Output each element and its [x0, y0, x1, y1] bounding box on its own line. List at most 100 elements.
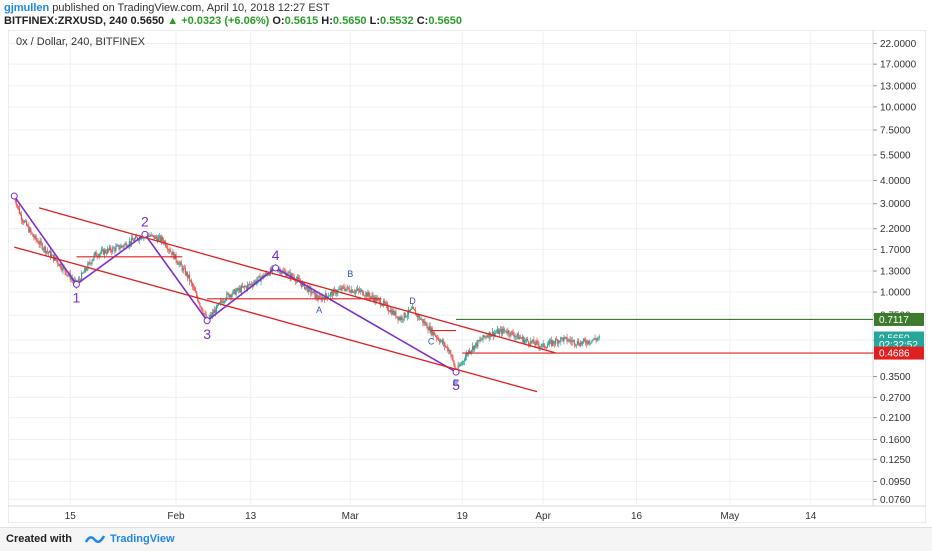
candle-body: [431, 327, 433, 335]
candle-body: [224, 300, 226, 302]
symbol-label: BITFINEX:ZRXUSD, 240: [4, 15, 128, 27]
candle-body: [132, 240, 135, 242]
y-tick-label: 0.1600: [880, 435, 911, 446]
candle-body: [491, 331, 493, 336]
wave-label: 3: [203, 326, 211, 342]
candle-body: [573, 340, 575, 345]
candle-body: [185, 272, 187, 275]
candle-body: [106, 248, 109, 254]
candle-body: [570, 340, 572, 342]
candle-body: [184, 268, 186, 275]
candle-body: [239, 288, 241, 292]
y-tick-label: 1.3000: [880, 266, 911, 277]
candle-body: [536, 341, 538, 342]
low-label: L:: [369, 15, 381, 27]
candle-body: [493, 333, 496, 337]
candle-body: [338, 289, 340, 291]
tradingview-brand-link[interactable]: TradingView: [110, 533, 175, 545]
tradingview-logo-icon: [84, 535, 106, 544]
up-arrow-icon: ▲: [167, 15, 179, 27]
candle-body: [89, 262, 91, 264]
candle-body: [385, 303, 388, 305]
candle-body: [354, 290, 357, 293]
candle-body: [31, 232, 33, 234]
candle-body: [56, 260, 58, 262]
candle-body: [530, 340, 532, 345]
candle-body: [352, 292, 354, 293]
candle-body: [45, 250, 47, 253]
candle-body: [373, 297, 375, 302]
candle-body: [180, 262, 182, 266]
candle-body: [400, 316, 402, 321]
candle-body: [117, 245, 119, 247]
candle-body: [314, 291, 316, 298]
wave-line: [13, 195, 457, 373]
candle-body: [339, 288, 341, 290]
candle-body: [147, 235, 149, 237]
candle-body: [109, 247, 111, 250]
candle-body: [515, 336, 517, 337]
candle-body: [531, 340, 533, 343]
candle-body: [495, 332, 498, 334]
candle-body: [396, 316, 398, 318]
candle-body: [83, 272, 85, 274]
candle-body: [105, 252, 108, 254]
candle-body: [82, 272, 84, 274]
candle-body: [304, 282, 306, 290]
candle-body: [30, 228, 32, 233]
candle-body: [158, 236, 161, 238]
candle-body: [335, 289, 337, 295]
candle-body: [541, 344, 543, 347]
correction-label: C: [428, 337, 435, 347]
candle-body: [347, 286, 349, 289]
candle-body: [86, 269, 88, 271]
open-label: O:: [272, 15, 285, 27]
candle-body: [61, 268, 63, 271]
close-label: C:: [416, 15, 429, 27]
high-value: 0.5650: [332, 15, 367, 27]
candle-body: [412, 307, 415, 310]
candle-body: [566, 337, 568, 342]
candle-body: [246, 284, 249, 289]
candle-body: [51, 254, 54, 256]
candle-body: [170, 251, 172, 253]
candle-body: [469, 351, 472, 353]
candle-body: [70, 278, 72, 280]
candle-body: [428, 325, 430, 331]
candle-body: [77, 279, 80, 283]
candle-body: [166, 246, 168, 248]
candle-body: [594, 338, 596, 340]
wave-label: 5: [452, 377, 460, 393]
author-link[interactable]: gjmullen: [4, 2, 50, 14]
candle-body: [376, 298, 378, 302]
candle-body: [46, 250, 49, 252]
candle-body: [210, 314, 212, 317]
candle-body: [307, 286, 309, 292]
candle-body: [533, 339, 535, 344]
candle-body: [434, 335, 436, 337]
y-tick-label: 0.2100: [880, 413, 911, 424]
candle-body: [248, 284, 250, 285]
candle-body: [133, 238, 136, 242]
candle-body: [502, 328, 504, 334]
candle-body: [340, 288, 342, 291]
candle-body: [397, 316, 399, 320]
chart-area[interactable]: 22.0000 17.0000 13.0000 10.0000 7.5000 5.5000…: [8, 30, 926, 523]
price-chart[interactable]: 22.000017.000013.000010.00007.50005.5000…: [8, 30, 926, 523]
candle-body: [584, 339, 586, 341]
candle-body: [318, 296, 320, 300]
candle-body: [90, 263, 92, 264]
candle-body: [195, 290, 197, 293]
candle-body: [423, 321, 425, 323]
candle-body: [91, 260, 93, 264]
change-value: +0.0323 (+6.06%): [181, 15, 270, 27]
candle-body: [116, 245, 118, 247]
candle-body: [100, 250, 102, 253]
y-tick-label: 0.3500: [880, 372, 911, 383]
candle-body: [87, 263, 89, 270]
candle-body: [555, 339, 557, 344]
published-text: published on TradingView.com, April 10, …: [52, 2, 330, 14]
candle-body: [23, 221, 26, 223]
candle-body: [123, 244, 125, 247]
candle-body: [241, 286, 244, 288]
